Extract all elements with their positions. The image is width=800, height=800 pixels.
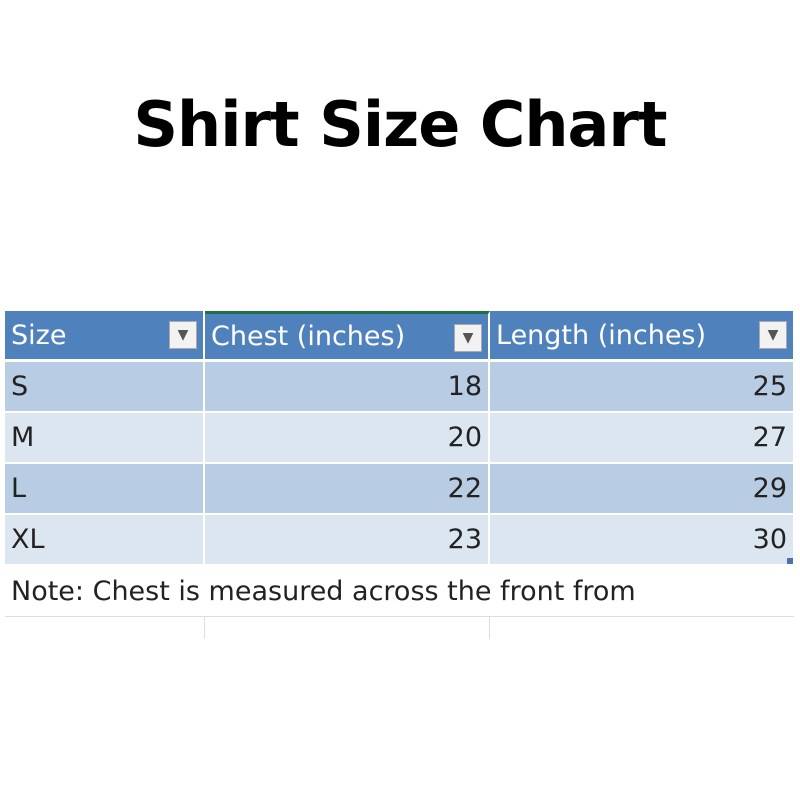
filter-dropdown-icon[interactable]: ▼ — [759, 321, 787, 349]
table-row: XL 23 30 — [5, 515, 795, 566]
header-size[interactable]: Size ▼ — [5, 311, 205, 362]
page-title: Shirt Size Chart — [133, 88, 667, 161]
length-cell[interactable]: 30 — [490, 515, 795, 566]
chest-cell[interactable]: 23 — [205, 515, 490, 566]
size-cell[interactable]: M — [5, 413, 205, 464]
empty-cell[interactable] — [5, 617, 205, 639]
empty-row — [5, 617, 795, 639]
size-cell[interactable]: L — [5, 464, 205, 515]
empty-cell[interactable] — [205, 617, 490, 639]
size-cell[interactable]: S — [5, 362, 205, 413]
table-row: M 20 27 — [5, 413, 795, 464]
chest-cell[interactable]: 18 — [205, 362, 490, 413]
table-row: L 22 29 — [5, 464, 795, 515]
filter-dropdown-icon[interactable]: ▼ — [454, 324, 482, 352]
header-length[interactable]: Length (inches) ▼ — [490, 311, 795, 362]
length-cell[interactable]: 25 — [490, 362, 795, 413]
chest-cell[interactable]: 20 — [205, 413, 490, 464]
size-table: Size ▼ Chest (inches) ▼ Length (inches) ▼ S… — [5, 311, 795, 639]
chest-cell[interactable]: 22 — [205, 464, 490, 515]
header-row: Size ▼ Chest (inches) ▼ Length (inches) ▼ — [5, 311, 795, 362]
empty-cell[interactable] — [490, 617, 795, 639]
table-resize-handle[interactable] — [787, 558, 793, 564]
note-cell[interactable]: Note: Chest is measured across the front… — [5, 566, 795, 617]
length-cell[interactable]: 29 — [490, 464, 795, 515]
table-row: S 18 25 — [5, 362, 795, 413]
length-cell[interactable]: 27 — [490, 413, 795, 464]
header-chest[interactable]: Chest (inches) ▼ — [205, 311, 490, 362]
filter-dropdown-icon[interactable]: ▼ — [169, 321, 197, 349]
note-row: Note: Chest is measured across the front… — [5, 566, 795, 617]
size-cell[interactable]: XL — [5, 515, 205, 566]
